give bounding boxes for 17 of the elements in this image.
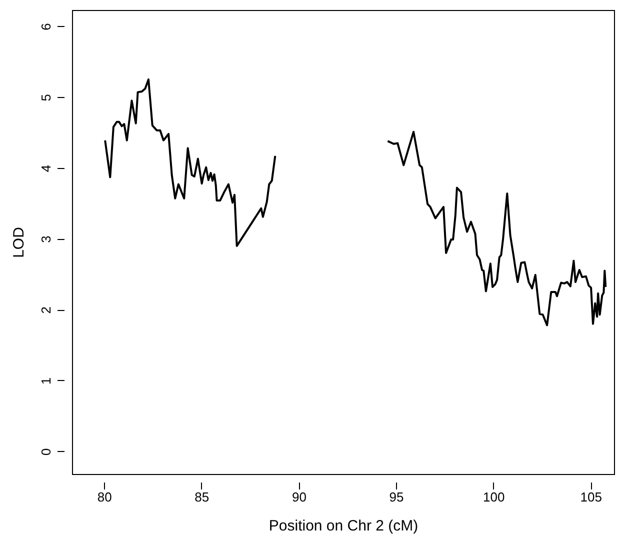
line-series xyxy=(386,130,607,326)
y-axis-title: LOD xyxy=(10,226,28,258)
y-tick-label: 1 xyxy=(38,377,54,385)
x-tick-label: 80 xyxy=(97,490,112,504)
y-tick-label: 6 xyxy=(38,23,54,30)
x-tick-label: 100 xyxy=(482,490,505,504)
x-axis-title: Position on Chr 2 (cM) xyxy=(268,518,418,534)
line-series xyxy=(104,78,276,247)
y-tick-label: 5 xyxy=(38,94,54,102)
y-tick-label: 2 xyxy=(38,306,54,314)
x-tick-label: 85 xyxy=(194,490,210,504)
y-tick-label: 0 xyxy=(38,448,54,456)
x-tick-label: 95 xyxy=(389,490,404,504)
y-tick-label: 4 xyxy=(38,164,54,172)
x-tick-label: 90 xyxy=(292,490,306,504)
y-tick-label: 3 xyxy=(38,236,54,243)
x-tick-label: 105 xyxy=(580,490,602,504)
